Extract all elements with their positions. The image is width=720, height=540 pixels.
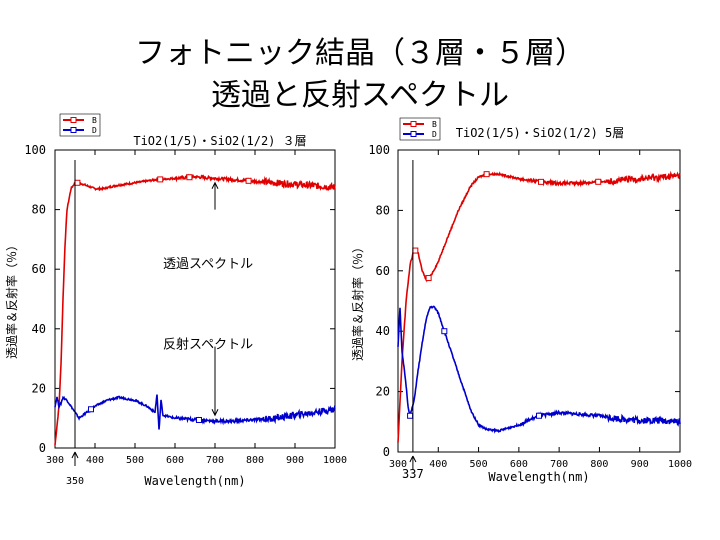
chart2-xtick-label: 400: [429, 459, 447, 470]
chart1-xlabel: Wavelength(nm): [144, 474, 245, 488]
chart2-series-D-point: [407, 412, 414, 419]
chart2-legend-label-B: B: [432, 120, 437, 129]
chart1-xtick-label: 700: [206, 455, 224, 466]
slide-title-line1: フォトニック結晶（３層・５層）: [135, 36, 585, 71]
chart2-series-B-point: [538, 178, 545, 185]
chart1-series-B-line: [54, 173, 336, 446]
chart1-ytick-label: 40: [32, 322, 46, 336]
chart2-ytick-label: 40: [376, 324, 390, 338]
chart2-title: TiO2(1/5)・SiO2(1/2) 5層: [456, 126, 625, 140]
chart2-xtick-label: 800: [590, 459, 608, 470]
chart1-series-D-line: [54, 394, 336, 430]
chart1-legend-marker-B: [70, 117, 77, 123]
chart1-series-B-point: [74, 179, 81, 186]
chart1: 0 20 40 60 80 100 300 400 500 600 700 800 900 1000 Wav…: [4, 113, 347, 488]
chart2-series-B-point: [412, 247, 419, 254]
chart2-legend-marker-D: [410, 131, 417, 137]
chart2: 0 20 40 60 80 100 300 400 500 600 700 800 900 1000 Wav…: [350, 117, 692, 484]
chart2-marker-label: 337: [402, 467, 424, 481]
chart1-annotation-arrowhead-up: [211, 181, 219, 190]
chart1-series-B-point: [186, 174, 193, 181]
chart2-ytick-label: 60: [376, 264, 390, 278]
chart2-xtick-label: 600: [510, 459, 528, 470]
chart1-legend: BD: [59, 113, 101, 137]
chart1-ytick-label: 60: [32, 262, 46, 276]
chart1-ylabel: 透過率＆反射率（％）: [4, 239, 19, 359]
chart1-xtick-label: 900: [286, 455, 304, 466]
chart2-ytick-label: 20: [376, 385, 390, 399]
chart1-ytick-label: 100: [24, 143, 46, 157]
chart1-ytick-label: 20: [32, 381, 46, 395]
chart1-xtick-label: 1000: [323, 455, 347, 466]
chart1-ytick-label: 80: [32, 203, 46, 217]
chart2-legend: BD: [399, 117, 441, 141]
chart1-legend-label-D: D: [92, 126, 97, 135]
chart1-annotation-arrowhead-down: [211, 408, 219, 417]
chart1-xtick-label: 800: [246, 455, 264, 466]
chart2-ytick-label: 0: [383, 445, 390, 459]
chart1-xtick-label: 600: [166, 455, 184, 466]
chart2-xtick-label: 700: [550, 459, 568, 470]
chart2-ylabel: 透過率＆反射率（％）: [350, 241, 365, 361]
chart1-xtick-label: 300: [46, 455, 64, 466]
chart1-annotation-transmission: 透過スペクトル: [163, 257, 253, 272]
chart2-series-B-point: [595, 178, 602, 185]
chart2-series-D-point: [441, 328, 448, 335]
chart1-ytick-label: 0: [39, 441, 46, 455]
chart2-ytick-label: 100: [368, 143, 390, 157]
chart2-legend-marker-B: [410, 121, 417, 127]
chart2-series-B-point: [425, 275, 432, 282]
chart1-series-D-point: [196, 416, 202, 423]
chart2-marker-arrow: [409, 455, 417, 470]
chart1-annotation-reflection: 反射スペクトル: [163, 337, 253, 353]
chart2-xtick-label: 500: [470, 459, 488, 470]
chart1-marker-arrow: [71, 451, 79, 466]
slide-title-line2: 透過と反射スペクトル: [211, 78, 509, 113]
chart1-series-B-point: [245, 177, 252, 184]
chart2-xtick-label: 900: [631, 459, 649, 470]
chart1-xtick-label: 400: [86, 455, 104, 466]
chart2-series-B-point: [483, 171, 490, 178]
chart1-legend-marker-D: [70, 127, 77, 133]
chart2-xtick-label: 1000: [668, 459, 692, 470]
chart1-series-B-point: [157, 176, 164, 183]
chart1-xtick-label: 500: [126, 455, 144, 466]
chart2-series-D-point: [536, 412, 542, 419]
chart1-marker-label: 350: [66, 476, 84, 487]
chart1-legend-label-B: B: [92, 116, 97, 125]
chart2-ytick-label: 80: [376, 203, 390, 217]
chart2-legend-label-D: D: [432, 130, 437, 139]
chart1-title: TiO2(1/5)・SiO2(1/2) ３層: [133, 134, 306, 148]
chart2-series-B-line: [397, 170, 681, 443]
chart2-xlabel: Wavelength(nm): [488, 470, 589, 484]
chart2-xtick-label: 300: [389, 459, 407, 470]
chart1-series-D-point: [88, 406, 94, 413]
chart2-plot-frame: [397, 149, 681, 453]
chart1-plot-frame: [54, 149, 336, 449]
